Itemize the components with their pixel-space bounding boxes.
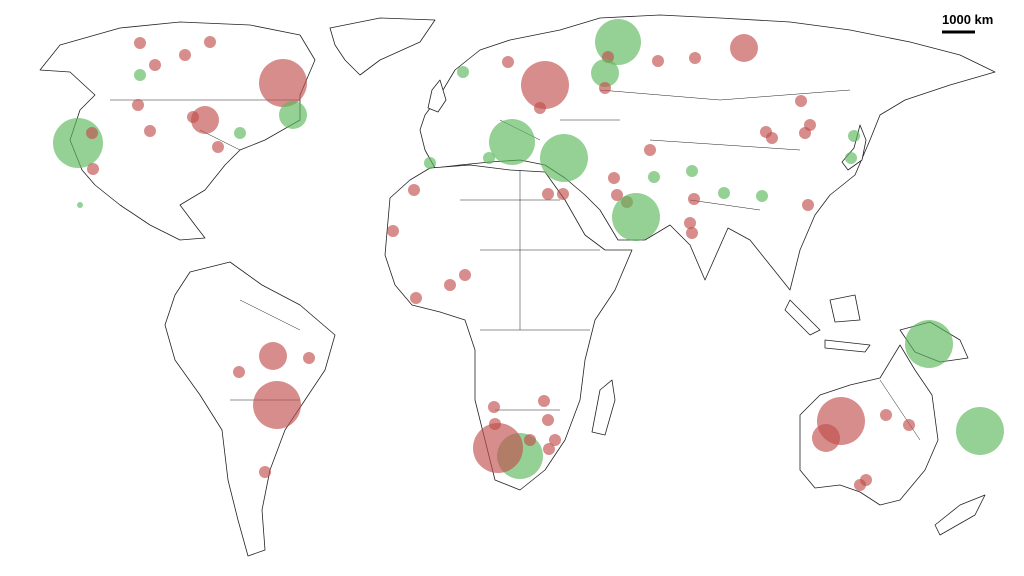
location-circle — [444, 279, 456, 291]
location-circle — [802, 199, 814, 211]
location-circle — [259, 59, 307, 107]
location-circle — [612, 193, 660, 241]
location-circle — [279, 101, 307, 129]
location-circle — [521, 61, 569, 109]
location-circle — [457, 66, 469, 78]
location-circle — [187, 111, 199, 123]
new-zealand — [934, 494, 986, 536]
location-circle — [652, 55, 664, 67]
location-circle — [599, 82, 611, 94]
location-circle — [259, 342, 287, 370]
location-circle — [179, 49, 191, 61]
location-circle — [845, 152, 857, 164]
location-circle — [132, 99, 144, 111]
location-circle — [87, 163, 99, 175]
greenland — [329, 17, 436, 76]
location-circle — [233, 366, 245, 378]
scale-bar-label: 1000 km — [942, 12, 993, 27]
location-circle — [756, 190, 768, 202]
location-circle — [489, 119, 535, 165]
location-circle — [212, 141, 224, 153]
location-circle — [766, 132, 778, 144]
location-circle — [688, 193, 700, 205]
location-circle — [387, 225, 399, 237]
location-circle — [253, 381, 301, 429]
location-circle — [483, 152, 495, 164]
scale-bar: 1000 km — [942, 12, 993, 34]
location-circle — [591, 59, 619, 87]
location-circle — [424, 157, 436, 169]
location-circle — [549, 434, 561, 446]
indonesia — [784, 294, 871, 353]
location-circle — [903, 419, 915, 431]
australia — [799, 344, 939, 506]
location-circle — [689, 52, 701, 64]
location-circle — [540, 134, 588, 182]
location-circle — [53, 118, 103, 168]
location-circle — [848, 130, 860, 142]
location-circle — [557, 188, 569, 200]
location-circle — [410, 292, 422, 304]
circles — [53, 19, 1004, 491]
location-circle — [524, 434, 536, 446]
location-circle — [204, 36, 216, 48]
location-circle — [542, 414, 554, 426]
location-circle — [595, 19, 641, 65]
location-circle — [795, 95, 807, 107]
location-circle — [459, 269, 471, 281]
location-circle — [611, 189, 623, 201]
land — [39, 14, 996, 557]
location-circle — [542, 188, 554, 200]
location-circle — [860, 474, 872, 486]
location-circle — [538, 395, 550, 407]
location-circle — [730, 34, 758, 62]
location-circle — [86, 127, 98, 139]
location-circle — [880, 409, 892, 421]
location-circle — [684, 217, 696, 229]
location-circle — [134, 69, 146, 81]
location-circle — [686, 165, 698, 177]
location-circle — [812, 424, 840, 452]
location-circle — [799, 127, 811, 139]
location-circle — [644, 144, 656, 156]
location-circle — [534, 102, 546, 114]
location-circle — [259, 466, 271, 478]
location-circle — [134, 37, 146, 49]
location-circle — [543, 443, 555, 455]
location-circle — [502, 56, 514, 68]
location-circle — [303, 352, 315, 364]
south-america — [164, 261, 336, 557]
location-circle — [956, 407, 1004, 455]
madagascar — [591, 379, 616, 436]
location-circle — [648, 171, 660, 183]
location-circle — [473, 423, 523, 473]
location-circle — [191, 106, 219, 134]
location-circle — [905, 320, 953, 368]
uk — [427, 79, 447, 113]
location-circle — [608, 172, 620, 184]
location-circle — [144, 125, 156, 137]
location-circle — [718, 187, 730, 199]
location-circle — [77, 202, 83, 208]
location-circle — [234, 127, 246, 139]
africa — [384, 164, 633, 491]
location-circle — [488, 401, 500, 413]
location-circle — [408, 184, 420, 196]
location-circle — [149, 59, 161, 71]
north-america — [39, 21, 316, 241]
location-circle — [686, 227, 698, 239]
